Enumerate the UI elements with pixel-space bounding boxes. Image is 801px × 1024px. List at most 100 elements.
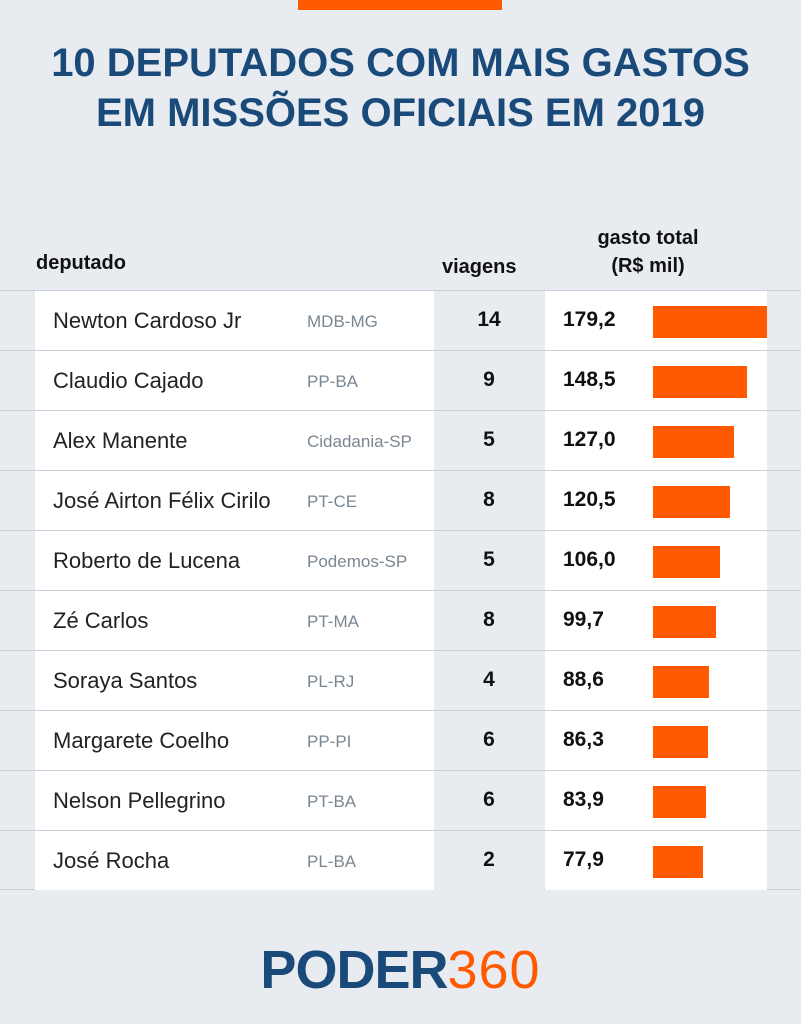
table-row: José Airton Félix Cirilo PT-CE 8 120,5 <box>0 470 801 530</box>
spend-bar <box>653 666 709 698</box>
name-cell: Claudio Cajado PP-BA <box>35 351 434 410</box>
deputy-party: PL-RJ <box>307 672 355 691</box>
spend-bar <box>653 786 706 818</box>
spend-value: 88,6 <box>563 668 604 691</box>
deputy-party: PL-BA <box>307 852 357 871</box>
spend-bar <box>653 726 708 758</box>
name-cell: Margarete Coelho PP-PI <box>35 711 434 770</box>
column-header-gasto: gasto total (R$ mil) <box>568 224 728 280</box>
top-accent-bar <box>298 0 502 10</box>
trips-value: 2 <box>483 848 495 871</box>
spend-value: 77,9 <box>563 848 604 871</box>
trips-cell: 8 <box>434 471 544 530</box>
spend-value: 86,3 <box>563 728 604 751</box>
trips-value: 4 <box>483 668 495 691</box>
deputy-name: José Rocha <box>53 848 170 873</box>
spend-cell: 179,2 <box>545 291 767 350</box>
spend-bar <box>653 426 734 458</box>
trips-cell: 6 <box>434 711 544 770</box>
table-row: Soraya Santos PL-RJ 4 88,6 <box>0 650 801 710</box>
deputy-party: Podemos-SP <box>307 552 408 571</box>
deputy-name: Claudio Cajado <box>53 368 204 393</box>
trips-value: 8 <box>483 488 495 511</box>
spend-cell: 77,9 <box>545 831 767 890</box>
deputy-name: Roberto de Lucena <box>53 548 241 573</box>
spend-bar <box>653 606 716 638</box>
table-row: Roberto de Lucena Podemos-SP 5 106,0 <box>0 530 801 590</box>
trips-cell: 6 <box>434 771 544 830</box>
name-cell: Roberto de Lucena Podemos-SP <box>35 531 434 590</box>
spend-cell: 83,9 <box>545 771 767 830</box>
spend-cell: 148,5 <box>545 351 767 410</box>
deputy-party: PP-PI <box>307 732 352 751</box>
deputy-party: PT-BA <box>307 792 357 811</box>
table-row: Claudio Cajado PP-BA 9 148,5 <box>0 350 801 410</box>
spend-cell: 106,0 <box>545 531 767 590</box>
trips-value: 8 <box>483 608 495 631</box>
trips-value: 6 <box>483 788 495 811</box>
column-header-deputado: deputado <box>36 252 126 274</box>
trips-value: 14 <box>477 308 501 331</box>
spend-value: 99,7 <box>563 608 604 631</box>
spend-cell: 127,0 <box>545 411 767 470</box>
deputy-name: Alex Manente <box>53 428 188 453</box>
deputy-name: Margarete Coelho <box>53 728 230 753</box>
deputy-name: José Airton Félix Cirilo <box>53 488 271 513</box>
name-cell: Nelson Pellegrino PT-BA <box>35 771 434 830</box>
deputy-party: PT-CE <box>307 492 358 511</box>
trips-value: 5 <box>483 428 495 451</box>
name-cell: José Airton Félix Cirilo PT-CE <box>35 471 434 530</box>
logo-text-poder: PODER <box>260 940 448 1000</box>
trips-cell: 5 <box>434 411 544 470</box>
spend-value: 83,9 <box>563 788 604 811</box>
deputy-name: Newton Cardoso Jr <box>53 308 242 333</box>
name-cell: Zé Carlos PT-MA <box>35 591 434 650</box>
trips-value: 5 <box>483 548 495 571</box>
spend-cell: 120,5 <box>545 471 767 530</box>
table-row: Margarete Coelho PP-PI 6 86,3 <box>0 710 801 770</box>
title-line-2: EM MISSÕES OFICIAIS EM 2019 <box>95 91 706 135</box>
spend-value: 127,0 <box>563 428 616 451</box>
name-cell: Alex Manente Cidadania-SP <box>35 411 434 470</box>
deputy-party: Cidadania-SP <box>307 432 412 451</box>
spend-value: 106,0 <box>563 548 616 571</box>
spend-cell: 88,6 <box>545 651 767 710</box>
deputy-name: Soraya Santos <box>53 668 198 693</box>
table-row: Alex Manente Cidadania-SP 5 127,0 <box>0 410 801 470</box>
deputy-name: Zé Carlos <box>53 608 149 633</box>
table-row: José Rocha PL-BA 2 77,9 <box>0 830 801 890</box>
spend-bar <box>653 846 703 878</box>
column-header-viagens: viagens <box>442 256 517 278</box>
spend-bar <box>653 546 720 578</box>
table-row: Nelson Pellegrino PT-BA 6 83,9 <box>0 770 801 830</box>
trips-cell: 5 <box>434 531 544 590</box>
trips-cell: 8 <box>434 591 544 650</box>
spend-cell: 99,7 <box>545 591 767 650</box>
spend-value: 148,5 <box>563 368 616 391</box>
trips-cell: 4 <box>434 651 544 710</box>
spend-cell: 86,3 <box>545 711 767 770</box>
deputy-party: MDB-MG <box>307 312 378 331</box>
title-line-1: 10 DEPUTADOS COM MAIS GASTOS <box>51 41 750 85</box>
table-row: Zé Carlos PT-MA 8 99,7 <box>0 590 801 650</box>
name-cell: José Rocha PL-BA <box>35 831 434 890</box>
name-cell: Newton Cardoso Jr MDB-MG <box>35 291 434 350</box>
spend-value: 179,2 <box>563 308 616 331</box>
column-header-gasto-line-1: gasto total <box>597 227 699 249</box>
poder360-logo: PODER360 <box>0 940 801 1000</box>
deputy-name: Nelson Pellegrino <box>53 788 226 813</box>
page-title: 10 DEPUTADOS COM MAIS GASTOS EM MISSÕES … <box>0 38 801 138</box>
spend-bar <box>653 366 747 398</box>
name-cell: Soraya Santos PL-RJ <box>35 651 434 710</box>
trips-cell: 9 <box>434 351 544 410</box>
table-row: Newton Cardoso Jr MDB-MG 14 179,2 <box>0 290 801 350</box>
trips-value: 9 <box>483 368 495 391</box>
trips-cell: 14 <box>434 291 544 350</box>
deputy-party: PT-MA <box>307 612 359 631</box>
spend-bar <box>653 486 730 518</box>
deputies-table: Newton Cardoso Jr MDB-MG 14 179,2 Claudio Ca… <box>0 290 801 890</box>
logo-text-360: 360 <box>447 940 541 1000</box>
trips-cell: 2 <box>434 831 544 890</box>
trips-value: 6 <box>483 728 495 751</box>
spend-value: 120,5 <box>563 488 616 511</box>
